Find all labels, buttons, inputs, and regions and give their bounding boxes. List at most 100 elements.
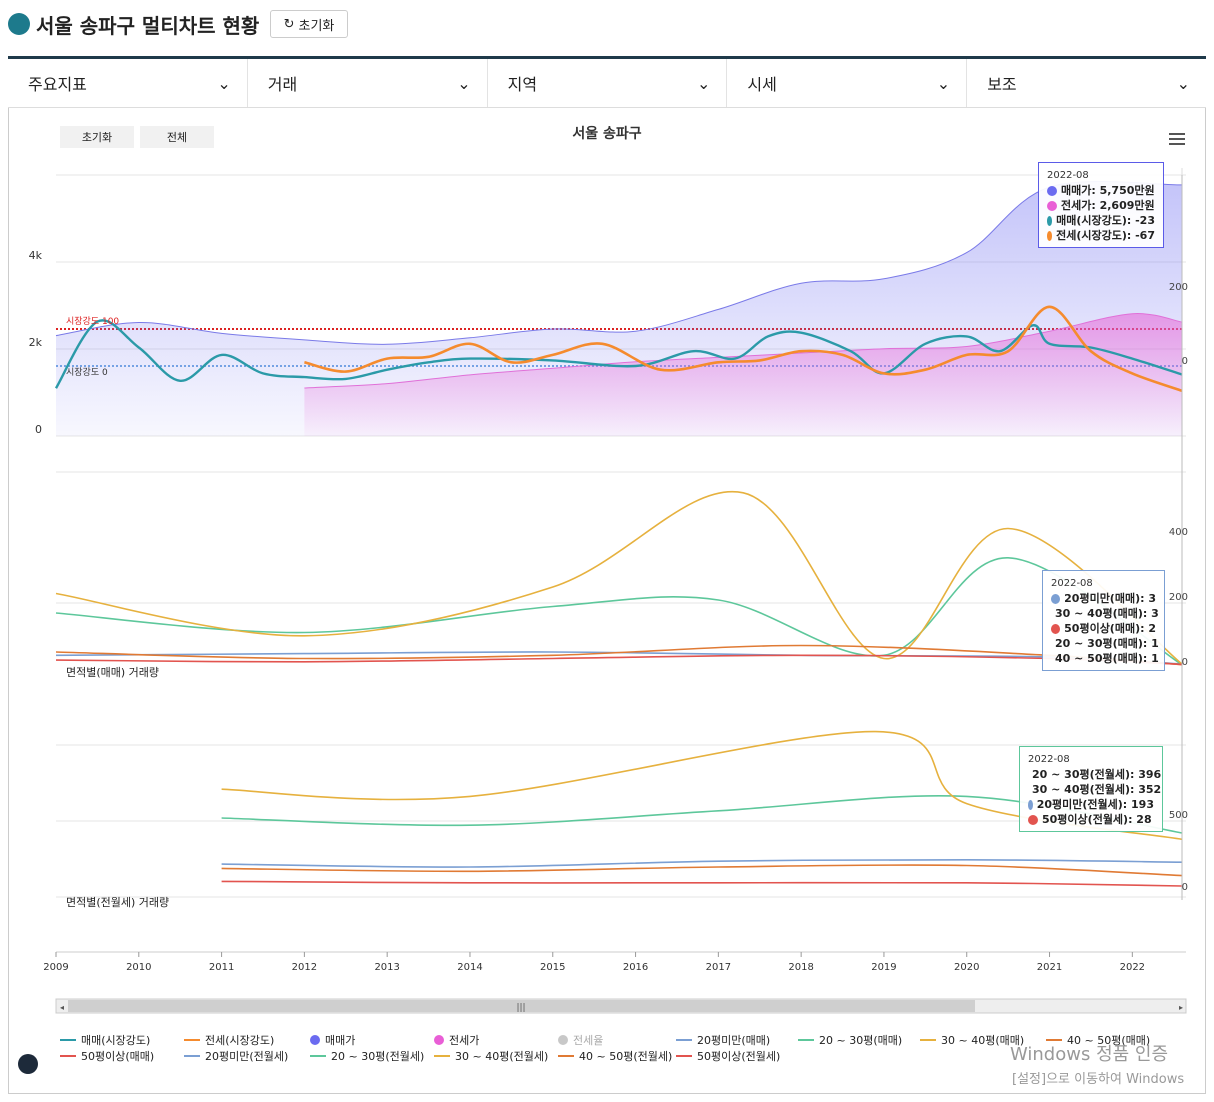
menu-auxiliary[interactable]: 보조 ⌄ <box>967 59 1206 107</box>
tooltip-row: 전세가: 2,609만원 <box>1047 198 1155 213</box>
legend-label: 매매(시장강도) <box>81 1034 151 1047</box>
legend-label: 전세율 <box>573 1034 604 1047</box>
legend-item[interactable]: 20 ~ 30평(매매) <box>798 1032 902 1048</box>
tooltip-label: 40 ~ 50평(매매): 1 <box>1055 652 1159 665</box>
chevron-down-icon: ⌄ <box>696 73 711 93</box>
x-tick-label: 2017 <box>706 962 731 973</box>
legend-line-icon <box>60 1039 76 1041</box>
y-right-tick-label: 200 <box>1169 592 1188 603</box>
tooltip-row: 매매(시장강도): -23 <box>1047 213 1155 228</box>
legend-item[interactable]: 매매가 <box>310 1032 355 1048</box>
y-right-tick-label: 0 <box>1182 882 1188 893</box>
menu-region[interactable]: 지역 ⌄ <box>488 59 728 107</box>
series-dot-icon <box>1047 215 1053 226</box>
series-dot-icon <box>1028 814 1038 825</box>
legend-line-icon <box>184 1055 200 1057</box>
x-tick-label: 2012 <box>292 962 317 973</box>
legend-item[interactable]: 20평미만(전월세) <box>184 1048 288 1064</box>
y-right-tick-label: 0 <box>1182 657 1188 668</box>
tooltip-row: 20 ~ 30평(전월세): 396 <box>1028 767 1161 782</box>
legend-label: 전세가 <box>449 1034 480 1047</box>
legend-item[interactable]: 전세(시장강도) <box>184 1032 274 1048</box>
line-gt50-rent <box>221 880 1183 887</box>
y-tick-label: 2k <box>29 336 43 349</box>
legend-label: 20평미만(전월세) <box>205 1050 289 1063</box>
chart-all-button[interactable]: 전체 <box>140 126 214 148</box>
line-20-30-sale <box>55 556 1183 666</box>
x-tick-label: 2009 <box>43 962 68 973</box>
home-logo-icon[interactable] <box>8 13 30 35</box>
bot-panel-label: 면적별(전월세) 거래량 <box>66 896 169 909</box>
tooltip-date: 2022-08 <box>1051 578 1093 589</box>
legend-line-icon <box>1046 1039 1062 1041</box>
legend-label: 40 ~ 50평(매매) <box>1067 1034 1151 1047</box>
legend-item[interactable]: 40 ~ 50평(전월세) <box>558 1048 672 1064</box>
tooltip-date: 2022-08 <box>1047 170 1089 181</box>
legend-item[interactable]: 30 ~ 40평(전월세) <box>434 1048 548 1064</box>
legend-label: 20평미만(매매) <box>697 1034 771 1047</box>
tooltip-label: 50평이상(매매): 2 <box>1064 622 1156 635</box>
legend-line-icon <box>676 1055 692 1057</box>
x-tick-label: 2010 <box>126 962 151 973</box>
line-40-50-rent <box>221 864 1183 877</box>
ref-line-label-0: 시장강도 0 <box>66 367 108 378</box>
y-right-tick-label: 500 <box>1169 810 1188 821</box>
chart-reset-button[interactable]: 초기화 <box>60 126 134 148</box>
x-tick-label: 2013 <box>374 962 399 973</box>
chevron-down-icon: ⌄ <box>936 73 951 93</box>
legend-item[interactable]: 20 ~ 30평(전월세) <box>310 1048 424 1064</box>
legend-line-icon <box>184 1039 200 1041</box>
legend-item[interactable]: 50평이상(매매) <box>60 1048 154 1064</box>
tooltip-label: 50평이상(전월세): 28 <box>1042 813 1152 826</box>
navigator-scrollbar[interactable]: ||| ◂ ▸ <box>55 998 1187 1014</box>
y-right-tick-label: 200 <box>1169 282 1188 293</box>
chevron-down-icon: ⌄ <box>1176 73 1190 93</box>
area-maemae-price-edge <box>55 181 1183 345</box>
legend-item[interactable]: 전세율 <box>558 1032 603 1048</box>
reset-button[interactable]: ↻ 초기화 <box>270 10 348 38</box>
legend-item[interactable]: 전세가 <box>434 1032 479 1048</box>
legend-item[interactable]: 20평미만(매매) <box>676 1032 770 1048</box>
legend-line-icon <box>798 1039 814 1041</box>
tooltip-row: 20평미만(전월세): 193 <box>1028 797 1154 812</box>
tooltip-date: 2022-08 <box>1028 754 1070 765</box>
legend-item[interactable]: 매매(시장강도) <box>60 1032 150 1048</box>
tooltip-label: 20 ~ 30평(매매): 1 <box>1055 637 1159 650</box>
legend-label: 40 ~ 50평(전월세) <box>579 1050 673 1063</box>
legend-line-icon <box>558 1055 574 1057</box>
legend-dot-icon <box>434 1035 444 1045</box>
legend-line-icon <box>310 1055 326 1057</box>
tooltip-label: 30 ~ 40평(매매): 3 <box>1055 607 1159 620</box>
menu-label: 보조 <box>987 75 1017 94</box>
legend-label: 전세(시장강도) <box>205 1034 275 1047</box>
tooltip-label: 전세가: 2,609만원 <box>1061 199 1155 212</box>
tooltip-label: 매매가: 5,750만원 <box>1061 184 1155 197</box>
chevron-down-icon: ⌄ <box>457 73 471 93</box>
x-tick-label: 2019 <box>871 962 896 973</box>
tooltip-row: 50평이상(전월세): 28 <box>1028 812 1154 827</box>
legend-label: 매매가 <box>325 1034 356 1047</box>
menu-main-indicators[interactable]: 주요지표 ⌄ <box>8 59 248 107</box>
chevron-down-icon: ⌄ <box>217 73 231 93</box>
x-tick-label: 2020 <box>954 962 979 973</box>
x-tick-label: 2015 <box>540 962 565 973</box>
menu-transactions[interactable]: 거래 ⌄ <box>248 59 488 107</box>
legend-item[interactable]: 30 ~ 40평(매매) <box>920 1032 1024 1048</box>
tooltip-label: 20평미만(매매): 3 <box>1064 592 1156 605</box>
series-dot-icon <box>1047 185 1057 196</box>
legend-item[interactable]: 40 ~ 50평(매매) <box>1046 1032 1150 1048</box>
x-tick-label: 2014 <box>457 962 482 973</box>
os-watermark-line1: Windows 정품 인증 <box>1010 1044 1169 1065</box>
menu-hamburger-icon[interactable] <box>1169 133 1185 145</box>
tooltip-row: 매매가: 5,750만원 <box>1047 183 1155 198</box>
menu-market-price[interactable]: 시세 ⌄ <box>727 59 968 107</box>
tooltip-row: 20 ~ 30평(매매): 1 <box>1051 636 1159 651</box>
x-tick-label: 2016 <box>623 962 648 973</box>
x-tick-label: 2018 <box>788 962 813 973</box>
chart-frame <box>8 108 1206 1094</box>
legend-label: 50평이상(매매) <box>81 1050 155 1063</box>
series-dot-icon <box>1028 799 1033 810</box>
legend-line-icon <box>434 1055 450 1057</box>
legend-item[interactable]: 50평이상(전월세) <box>676 1048 780 1064</box>
